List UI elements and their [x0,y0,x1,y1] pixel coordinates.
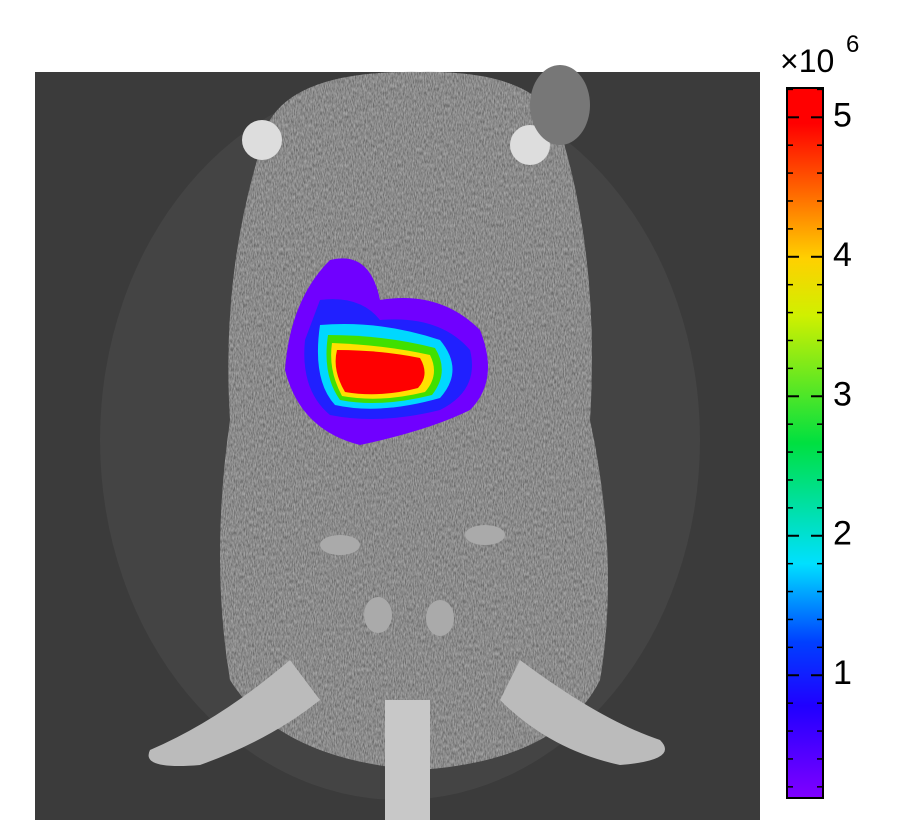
tick-label: 4 [833,236,852,274]
tick-label: 1 [833,654,852,692]
tick-label: 2 [833,515,852,553]
colorbar-exponent: 6 [846,31,859,58]
tick-label: 3 [833,375,852,413]
colorbar-gradient [786,87,824,799]
colorbar: ×10 6 [780,31,859,799]
photo [35,65,760,820]
tick-label: 5 [833,96,852,134]
colorbar-multiplier: ×10 [780,43,834,79]
signal-overlay [285,258,488,445]
